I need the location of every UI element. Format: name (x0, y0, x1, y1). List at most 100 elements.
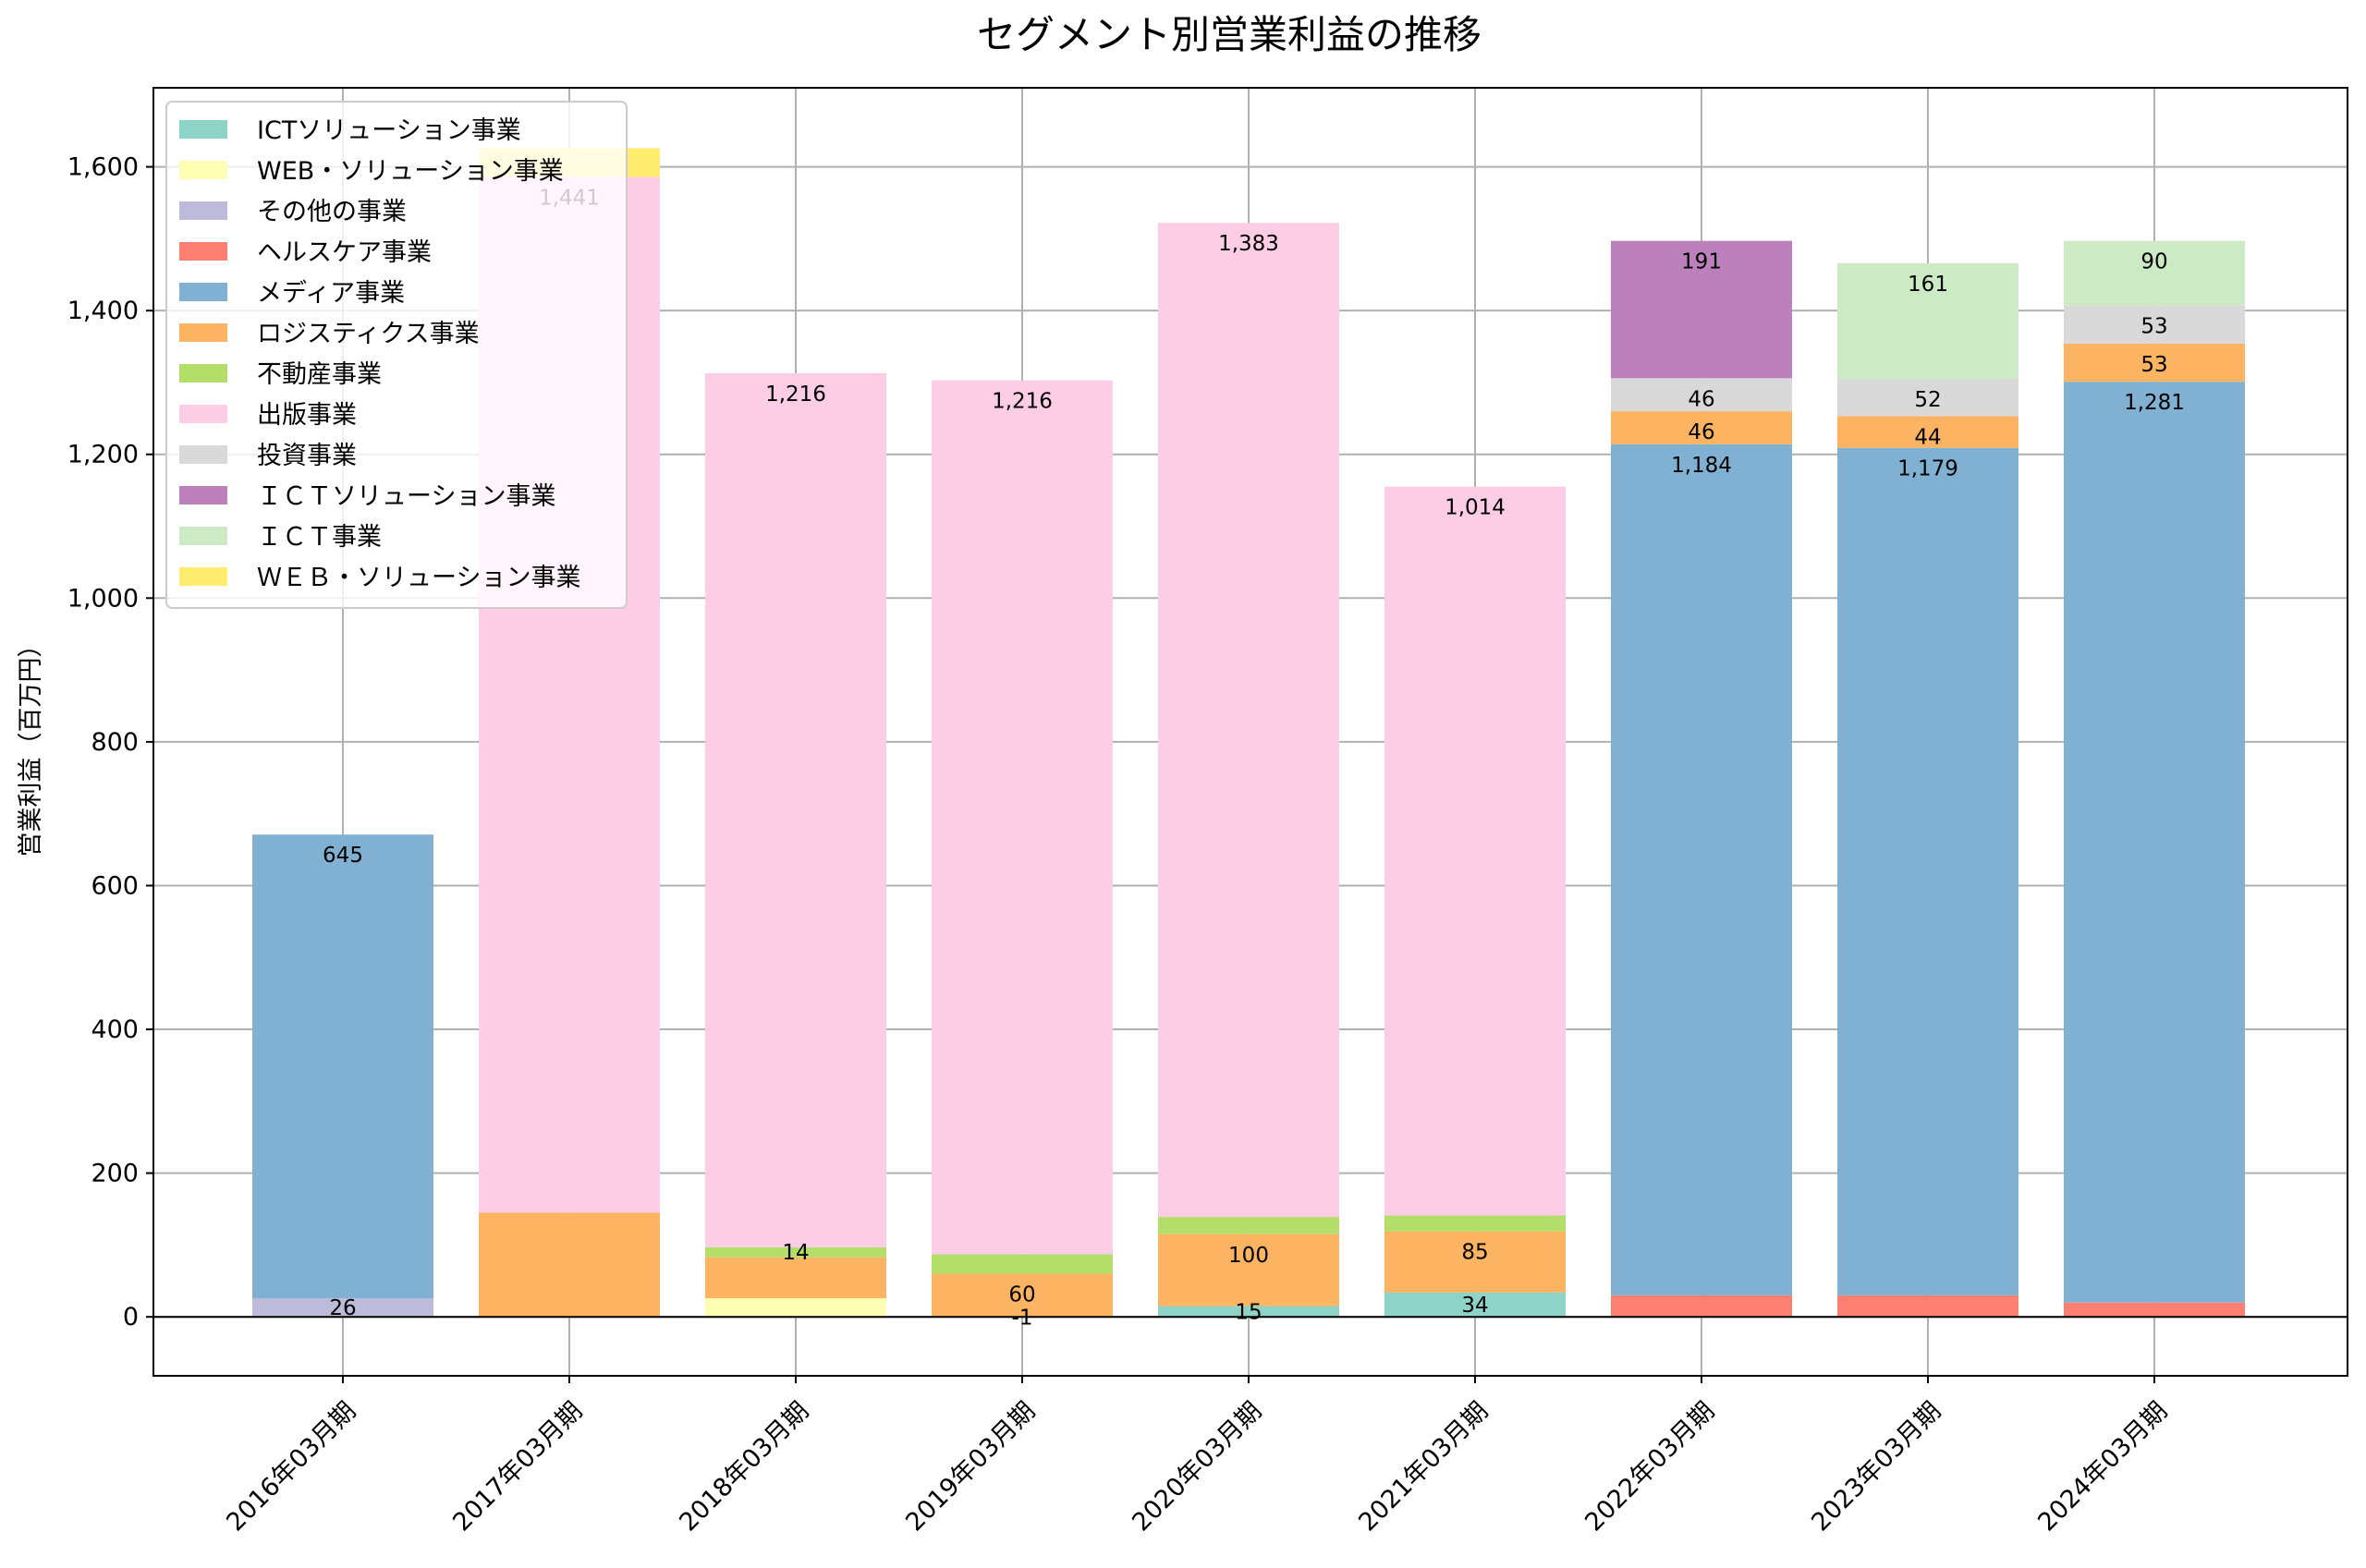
bar-segment (1384, 1215, 1566, 1232)
y-tick-label: 1,000 (67, 584, 139, 613)
bar-segment (705, 1297, 886, 1318)
legend-label: メディア事業 (257, 279, 405, 308)
data-label: 44 (1914, 426, 1941, 450)
x-tick-label: 2019年03月期 (900, 1396, 1041, 1537)
legend-swatch (179, 567, 227, 586)
legend-swatch (179, 201, 227, 220)
legend-label: 投資事業 (257, 442, 357, 470)
bar-segment (1611, 444, 1792, 1295)
data-label: 191 (1681, 250, 1722, 274)
data-label: 46 (1688, 387, 1714, 411)
bar-segment (1837, 447, 2018, 1295)
y-tick-label: 1,400 (67, 297, 139, 325)
data-label: 34 (1461, 1294, 1488, 1318)
x-tick-label: 2024年03月期 (2032, 1396, 2173, 1537)
data-label: 1,216 (765, 383, 826, 407)
bar-segment (252, 1297, 433, 1318)
legend-label: WEB・ソリューション事業 (257, 157, 564, 186)
bar-segment (705, 1246, 886, 1258)
data-label: 46 (1688, 420, 1714, 444)
data-label: 60 (1008, 1283, 1035, 1307)
bar-segment (1611, 411, 1792, 444)
data-label: 90 (2140, 250, 2167, 274)
x-tick-label: 2020年03月期 (1127, 1396, 1267, 1537)
data-label-layer: 266451,441141,216-1601,216151001,3833485… (323, 186, 2185, 1330)
x-tick-label: 2016年03月期 (221, 1396, 361, 1537)
data-label: 1,179 (1897, 457, 1958, 481)
data-label: 1,216 (992, 390, 1053, 414)
bar-segment (1384, 1292, 1566, 1318)
bar-segment (1611, 240, 1792, 379)
data-label: 1,184 (1671, 454, 1732, 478)
data-label: 1,383 (1218, 232, 1279, 256)
bar-segment (1837, 1295, 2018, 1318)
bar-segment (705, 372, 886, 1247)
legend-swatch (179, 405, 227, 423)
y-axis-label: 営業利益（百万円） (17, 633, 45, 857)
bar-segment (1158, 223, 1339, 1218)
legend-label: ＷＥＢ・ソリューション事業 (257, 564, 580, 592)
y-tick-label: 1,200 (67, 441, 139, 469)
bar-segment (1158, 1234, 1339, 1307)
legend-label: 不動産事業 (257, 360, 382, 389)
bar-segment (479, 1212, 660, 1318)
x-tick-label: 2023年03月期 (1806, 1396, 1946, 1537)
legend-swatch (179, 161, 227, 179)
legend-swatch (179, 445, 227, 464)
data-label: 15 (1235, 1300, 1262, 1324)
legend-swatch (179, 283, 227, 301)
legend-label: その他の事業 (257, 198, 407, 226)
chart-title: セグメント別営業利益の推移 (977, 12, 1482, 57)
legend-swatch (179, 120, 227, 139)
x-tick-label: 2018年03月期 (674, 1396, 814, 1537)
data-label: 14 (782, 1241, 809, 1265)
x-tick-label: 2022年03月期 (1579, 1396, 1720, 1537)
x-tick-label: 2021年03月期 (1353, 1396, 1494, 1537)
legend-swatch (179, 527, 227, 545)
data-label: 53 (2140, 353, 2167, 377)
bar-segment (1158, 1306, 1339, 1318)
legend-swatch (179, 486, 227, 504)
legend-label: ヘルスケア事業 (257, 238, 432, 267)
data-label: 52 (1914, 388, 1941, 412)
bar-segment (1837, 379, 2018, 417)
legend-swatch (179, 242, 227, 261)
y-tick-label: 800 (91, 728, 139, 757)
y-tick-label: 1,600 (67, 153, 139, 182)
bar-segment (1611, 1295, 1792, 1318)
bar-segment (1837, 416, 2018, 448)
legend-swatch (179, 364, 227, 383)
bar-segment (1837, 262, 2018, 380)
bar-segment (1384, 1231, 1566, 1293)
data-label: 1,014 (1445, 496, 1506, 520)
bar-segment (2064, 343, 2245, 383)
bar-segment (2064, 1302, 2245, 1318)
legend-label: ＩＣＴ事業 (257, 523, 382, 552)
legend-box (165, 101, 628, 609)
bar-segment (1384, 486, 1566, 1216)
bar-layer (252, 148, 2245, 1318)
legend-label: 出版事業 (257, 401, 357, 430)
y-tick-label: 0 (123, 1303, 139, 1331)
legend-label: ICTソリューション事業 (257, 116, 521, 145)
bar-segment (2064, 382, 2245, 1303)
bar-segment (932, 1254, 1113, 1274)
data-label: 645 (323, 844, 363, 868)
bar-segment (1611, 378, 1792, 412)
legend: ICTソリューション事業 WEB・ソリューション事業その他の事業ヘルスケア事業メデ… (165, 101, 628, 609)
bar-segment (932, 1273, 1113, 1318)
bar-segment (932, 380, 1113, 1255)
data-label: 161 (1908, 273, 1948, 297)
bar-segment (2064, 240, 2245, 306)
y-tick-label: 400 (91, 1015, 139, 1044)
data-label: 100 (1228, 1244, 1269, 1268)
legend-swatch (179, 323, 227, 342)
data-label: 85 (1461, 1241, 1488, 1265)
bar-segment (705, 1257, 886, 1298)
data-label: -1 (1012, 1307, 1033, 1331)
y-tick-label: 600 (91, 871, 139, 900)
y-tick-label: 200 (91, 1160, 139, 1188)
data-label: 53 (2140, 315, 2167, 339)
bar-segment (1158, 1217, 1339, 1234)
